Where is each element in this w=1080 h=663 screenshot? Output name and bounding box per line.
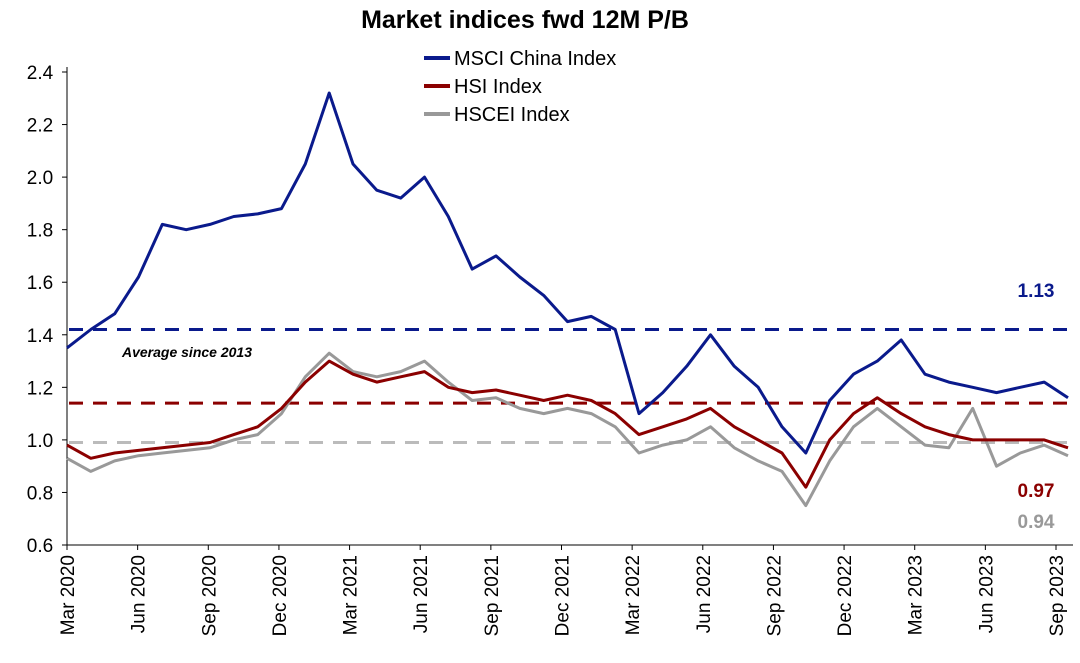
chart-title: Market indices fwd 12M P/B (361, 6, 689, 34)
series-line (66, 91, 1069, 455)
hscei-last-value: 0.94 (1018, 512, 1055, 533)
series-lines (66, 91, 1069, 508)
x-axis: Mar 2020 Jun 2020 Sep 2020 Dec 2020 Mar 2021… (58, 544, 1073, 636)
legend: MSCI China Index HSI Index HSCEI Index (424, 48, 616, 126)
y-tick-label: 0.8 (27, 483, 53, 504)
x-tick-label: Mar 2023 (906, 555, 927, 635)
y-tick-label: 2.0 (27, 168, 53, 189)
legend-label-hsi: HSI Index (454, 76, 542, 98)
x-tick-label: Sep 2021 (482, 555, 503, 636)
legend-label-hscei: HSCEI Index (454, 104, 570, 126)
y-tick-label: 2.4 (27, 63, 54, 84)
y-tick-label: 1.8 (27, 221, 53, 242)
y-tick-label: 0.6 (27, 536, 53, 557)
series-line (66, 351, 1069, 508)
x-tick-label: Jun 2022 (694, 555, 715, 633)
series-line (66, 359, 1069, 489)
hsi-last-value: 0.97 (1018, 481, 1055, 502)
msci-last-value: 1.13 (1018, 281, 1055, 302)
y-tick-label: 1.2 (27, 378, 53, 399)
y-axis: 0.6 0.8 1.0 1.2 1.4 1.6 1.8 2.0 2.2 2.4 (27, 63, 68, 557)
x-tick-label: Jun 2020 (129, 555, 150, 633)
x-tick-label: Dec 2020 (270, 555, 291, 636)
y-tick-label: 2.2 (27, 116, 53, 137)
x-tick-label: Mar 2020 (58, 555, 79, 635)
x-tick-label: Sep 2022 (764, 555, 785, 636)
x-tick-label: Dec 2022 (835, 555, 856, 636)
average-note: Average since 2013 (121, 344, 252, 360)
y-tick-label: 1.0 (27, 431, 53, 452)
x-tick-label: Jun 2021 (411, 555, 432, 633)
x-tick-label: Sep 2020 (199, 555, 220, 636)
y-tick-label: 1.4 (27, 326, 54, 347)
legend-label-msci: MSCI China Index (454, 48, 616, 70)
x-tick-label: Mar 2021 (341, 555, 362, 635)
x-tick-label: Mar 2022 (623, 555, 644, 635)
x-tick-label: Dec 2021 (553, 555, 574, 636)
y-tick-label: 1.6 (27, 273, 53, 294)
x-tick-label: Sep 2023 (1047, 555, 1068, 636)
x-tick-label: Jun 2023 (976, 555, 997, 633)
